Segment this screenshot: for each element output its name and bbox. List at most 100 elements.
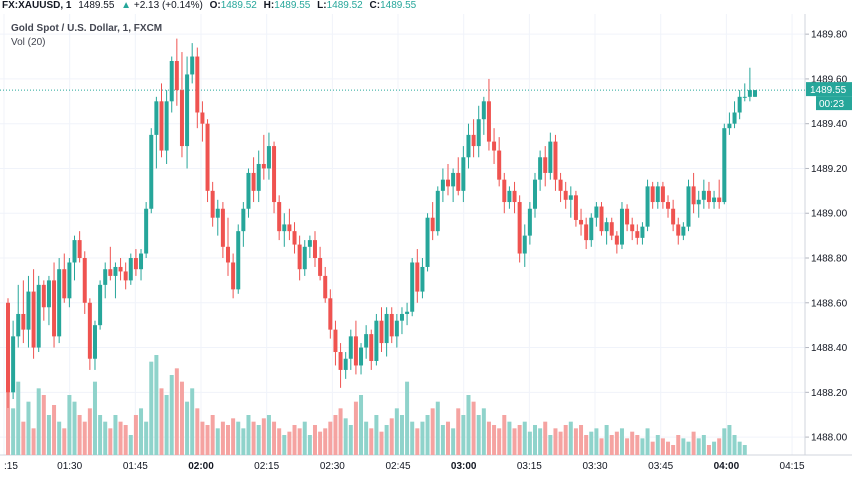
volume-bar [415, 428, 420, 455]
volume-bar [522, 421, 527, 455]
candle-body [67, 262, 72, 299]
candle-body [696, 199, 701, 205]
candle-body [727, 123, 732, 129]
candle-body [384, 313, 389, 344]
volume-bar [98, 415, 103, 455]
volume-bar [118, 421, 123, 455]
volume-bar [696, 438, 701, 455]
candle-body [548, 141, 553, 173]
candle-body [466, 134, 471, 158]
candle-body [568, 195, 573, 200]
volume-bar [640, 438, 645, 455]
volume-bar [174, 368, 179, 455]
candle-body [512, 190, 517, 203]
candle-body [599, 206, 604, 232]
candle-body [133, 258, 138, 270]
candle-body [287, 224, 292, 232]
volume-bar [599, 438, 604, 455]
close-label: C: [369, 0, 381, 11]
y-tick-label: 1488.00 [811, 433, 848, 444]
candle-body [302, 246, 307, 270]
candle-body [128, 258, 133, 281]
candle-body [394, 320, 399, 337]
candle-body [46, 280, 51, 308]
candle-body [671, 208, 676, 225]
candle-body [379, 320, 384, 344]
candle-body [532, 179, 537, 209]
volume-bar [543, 421, 548, 455]
volume-bar [527, 431, 532, 455]
volume-bar [190, 388, 195, 455]
volume-bar [318, 431, 323, 455]
last-price: 1489.55 [78, 0, 115, 11]
candle-body [635, 231, 640, 238]
high-label: H: [263, 0, 275, 11]
candle-body [389, 313, 394, 337]
volume-bar [220, 421, 225, 455]
volume-bar [666, 441, 671, 455]
volume-bar [287, 431, 292, 455]
candle-body [701, 190, 706, 200]
volume-bar [435, 401, 440, 455]
candle-body [706, 190, 711, 203]
volume-bar [619, 428, 624, 455]
volume-bar [497, 428, 502, 455]
candle-body [630, 224, 635, 232]
candle-body [507, 190, 512, 203]
candle-body [195, 56, 200, 113]
volume-bar [52, 405, 57, 455]
candle-body [476, 119, 481, 147]
volume-bar [430, 408, 435, 455]
volume-legend[interactable]: Vol (20) [11, 37, 46, 48]
volume-bar [742, 445, 747, 455]
candle-body [451, 172, 456, 187]
volume-bar [492, 425, 497, 455]
candle-body [118, 266, 123, 272]
volume-bar [405, 381, 410, 455]
volume-bar [440, 425, 445, 455]
candle-body [722, 128, 727, 203]
candle-body [41, 284, 46, 308]
y-tick-label: 1489.80 [811, 30, 848, 41]
volume-bar [26, 401, 31, 455]
volume-bar [297, 428, 302, 455]
volume-bar [660, 438, 665, 455]
volume-bar [307, 435, 312, 455]
volume-bar [236, 421, 241, 455]
volume-bar [256, 425, 261, 455]
change-up-icon: ▲ [121, 0, 132, 11]
volume-bar [507, 421, 512, 455]
candle-body [517, 202, 522, 254]
candle-body [543, 157, 548, 173]
volume-bar [558, 431, 563, 455]
y-tick-label: 1488.80 [811, 254, 848, 265]
chart-title[interactable]: Gold Spot / U.S. Dollar, 1, FXCM [11, 23, 163, 34]
candle-body [174, 61, 179, 91]
volume-bar [246, 415, 251, 455]
close-value: 1489.55 [380, 0, 417, 11]
volume-bar [604, 425, 609, 455]
symbol-label[interactable]: FX:XAUUSD, 1 [2, 0, 72, 11]
volume-bar [573, 428, 578, 455]
volume-bar [671, 445, 676, 455]
candle-body [159, 101, 164, 151]
candle-body [297, 244, 302, 270]
volume-bar [359, 395, 364, 455]
volume-bar [481, 408, 486, 455]
volume-bar [410, 421, 415, 455]
volume-bar [625, 438, 630, 455]
change-value: +2.13 (+0.14%) [133, 0, 203, 11]
candle-body [538, 157, 543, 180]
candle-body [164, 101, 169, 151]
volume-bar [451, 428, 456, 455]
candle-body [486, 101, 491, 142]
volume-bar [630, 431, 635, 455]
candle-body [231, 262, 236, 290]
volume-bar [732, 435, 737, 455]
candle-body [579, 219, 584, 225]
candle-body [645, 186, 650, 227]
candle-body [210, 190, 215, 218]
candle-body [456, 172, 461, 191]
candle-body [691, 186, 696, 205]
